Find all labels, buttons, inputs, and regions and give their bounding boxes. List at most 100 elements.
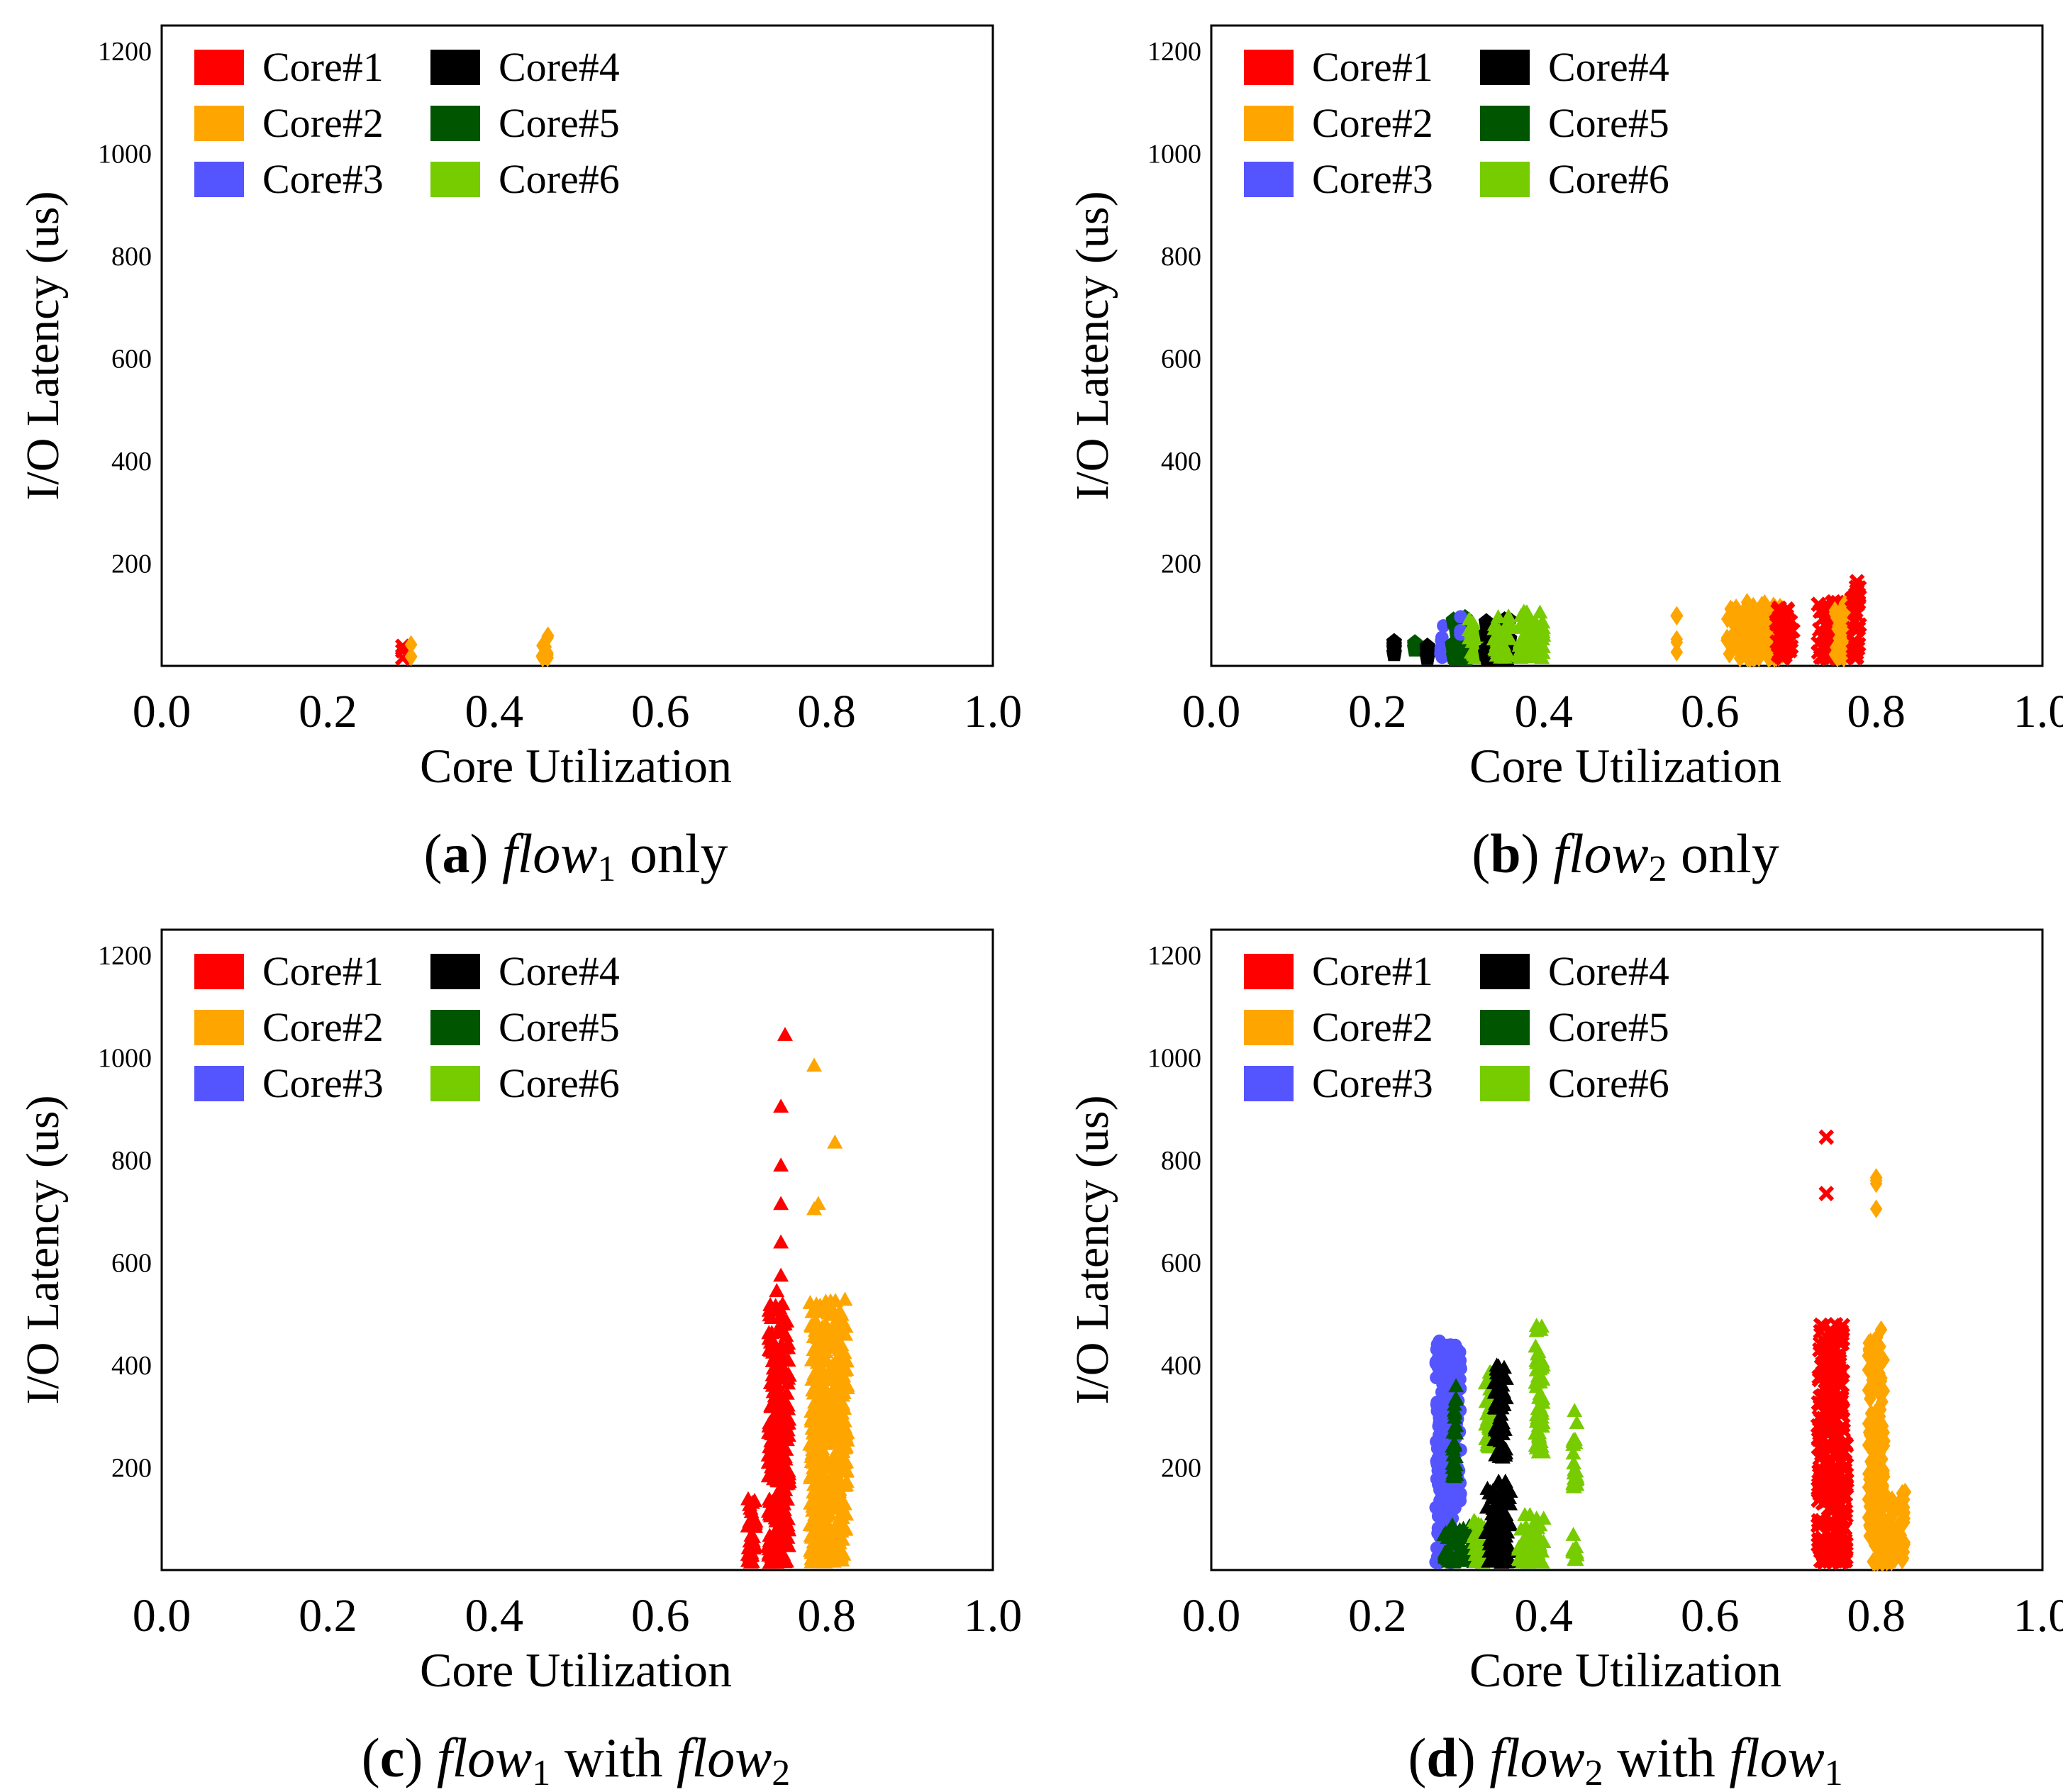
data-point-core2 <box>541 628 554 647</box>
data-point-core1 <box>1849 649 1864 665</box>
data-point-core2 <box>821 1393 838 1408</box>
data-point-core2 <box>1874 1337 1886 1357</box>
scatter-points <box>394 626 555 668</box>
x-tick-label: 1.0 <box>2013 686 2063 738</box>
data-point-core2 <box>837 1477 853 1492</box>
data-point-core6 <box>1528 1425 1544 1440</box>
data-point-core1 <box>766 1398 782 1412</box>
data-point-core5 <box>1445 1520 1461 1534</box>
data-point-core5 <box>1446 1402 1462 1417</box>
data-point-core4 <box>1498 1535 1514 1549</box>
data-point-core6 <box>1489 639 1506 654</box>
data-point-core1 <box>1849 583 1865 599</box>
data-point-core6 <box>1490 609 1506 623</box>
data-point-core1 <box>773 1196 789 1211</box>
data-point-core2 <box>1864 1384 1878 1403</box>
data-point-core6 <box>1511 620 1527 634</box>
data-point-core6 <box>1486 631 1502 646</box>
data-point-core4 <box>1497 1474 1513 1488</box>
data-point-core1 <box>1835 1423 1852 1439</box>
y-tick-label: 400 <box>111 447 152 477</box>
data-point-core1 <box>1821 1547 1837 1563</box>
x-tick-label: 0.0 <box>1182 686 1241 738</box>
data-point-core1 <box>762 1307 778 1322</box>
y-tick-label: 800 <box>1161 242 1201 272</box>
data-point-core2 <box>806 1329 822 1343</box>
data-point-core1 <box>778 1328 794 1342</box>
data-point-core1 <box>747 1514 763 1529</box>
data-point-core4 <box>1493 1413 1509 1428</box>
y-tick-label: 200 <box>111 550 152 579</box>
data-point-core6 <box>1528 1525 1544 1540</box>
data-point-core2 <box>824 1498 840 1513</box>
data-point-core3 <box>1436 1489 1450 1503</box>
data-point-core3 <box>1430 1396 1444 1409</box>
data-point-core2 <box>837 1428 853 1442</box>
y-tick-label: 800 <box>1161 1146 1201 1176</box>
data-point-core6 <box>1566 1455 1582 1470</box>
data-point-core1 <box>1848 623 1864 639</box>
data-point-core1 <box>762 1334 779 1349</box>
legend-label: Core#3 <box>1312 1060 1433 1106</box>
data-point-core2 <box>806 1366 823 1381</box>
data-point-core1 <box>1848 579 1864 595</box>
data-point-core1 <box>774 1358 790 1373</box>
legend-swatch <box>1244 1010 1294 1045</box>
data-point-core6 <box>1534 622 1550 637</box>
data-point-core2 <box>1871 1464 1884 1483</box>
data-point-core2 <box>818 1481 834 1496</box>
scatter-points <box>1429 1129 1912 1572</box>
legend-swatch <box>1480 50 1530 85</box>
legend-label: Core#4 <box>499 948 620 994</box>
data-point-core2 <box>803 1527 819 1542</box>
y-axis-label: I/O Latency (us) <box>1067 1095 1118 1404</box>
x-tick-label: 1.0 <box>964 686 1023 738</box>
data-point-core4 <box>1489 1445 1505 1460</box>
data-point-core2 <box>816 1323 833 1338</box>
y-tick-label: 600 <box>111 1249 152 1279</box>
legend-swatch <box>194 954 244 989</box>
data-point-core1 <box>1818 1379 1835 1396</box>
data-point-core1 <box>777 1394 794 1409</box>
data-point-core1 <box>1850 594 1867 611</box>
data-point-core2 <box>803 1495 819 1510</box>
data-point-core1 <box>760 1447 777 1462</box>
data-point-core1 <box>769 1283 785 1298</box>
data-point-core1 <box>769 1408 785 1423</box>
data-point-core2 <box>1724 628 1737 648</box>
legend-swatch <box>430 1010 480 1045</box>
legend-item: Core#4 <box>430 948 620 994</box>
data-point-core2 <box>806 1385 822 1400</box>
legend-label: Core#5 <box>499 1004 620 1050</box>
legend-label: Core#1 <box>262 44 384 90</box>
legend-item: Core#1 <box>194 948 384 994</box>
legend: Core#1 Core#4 Core#2 Core#5 Core#3 Core#6 <box>194 44 620 202</box>
data-point-core2 <box>1889 1549 1901 1569</box>
data-point-core1 <box>1772 624 1789 640</box>
data-point-core1 <box>766 1454 782 1469</box>
legend-label: Core#3 <box>1312 156 1433 202</box>
data-point-core6 <box>1464 625 1481 640</box>
y-tick-label: 400 <box>1161 447 1201 477</box>
legend-swatch <box>1244 106 1294 141</box>
y-tick-label: 1200 <box>98 941 152 971</box>
data-point-core5 <box>1447 1391 1464 1406</box>
x-tick-label: 0.6 <box>1681 1590 1740 1642</box>
data-point-core5 <box>1447 1449 1464 1464</box>
data-point-core6 <box>1528 1379 1545 1393</box>
x-tick-label: 0.4 <box>1515 1590 1574 1642</box>
data-point-core2 <box>838 1326 854 1341</box>
data-point-core1 <box>1818 1129 1835 1145</box>
data-point-core1 <box>763 1426 779 1441</box>
legend-item: Core#1 <box>194 44 384 90</box>
legend-swatch <box>194 106 244 141</box>
legend-label: Core#2 <box>1312 1004 1433 1050</box>
data-point-core2 <box>1867 1409 1880 1429</box>
data-point-core2 <box>823 1410 840 1424</box>
panel-c: 200 400 600 800 1000 1200 0.0 0.2 0.4 0.6 0.8 1.0 Co… <box>17 928 1022 1792</box>
data-point-core3 <box>1454 610 1467 624</box>
data-point-core2 <box>1876 1429 1889 1448</box>
legend-item: Core#2 <box>1244 100 1433 146</box>
legend-item: Core#6 <box>430 156 620 202</box>
data-point-core2 <box>1872 1510 1885 1530</box>
